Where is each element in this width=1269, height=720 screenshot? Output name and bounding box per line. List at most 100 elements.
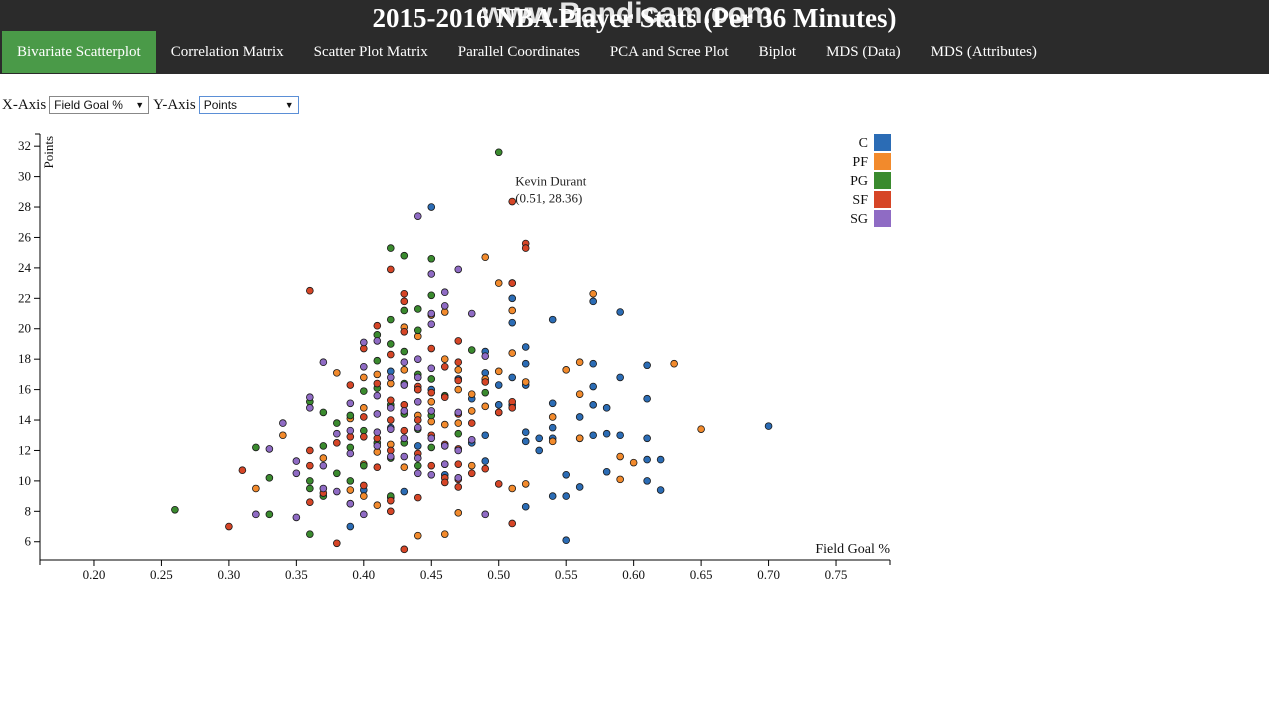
data-point-pf <box>440 355 449 363</box>
legend-label-sf: SF <box>852 193 868 208</box>
data-point-sg <box>319 461 328 470</box>
data-point-c <box>616 308 624 316</box>
data-point-pg <box>494 148 503 157</box>
data-point-pf <box>373 370 382 379</box>
data-point-pg <box>319 408 328 417</box>
data-point-sg <box>333 487 341 496</box>
tab-bivariate-scatterplot[interactable]: Bivariate Scatterplot <box>2 31 156 73</box>
tab-mds-data[interactable]: MDS (Data) <box>826 44 901 60</box>
data-point-sf <box>373 463 382 471</box>
data-point-sf <box>400 426 409 435</box>
data-point-sg <box>360 362 368 371</box>
x-tick-label: 0.50 <box>487 567 510 582</box>
data-point-c <box>656 455 665 464</box>
legend-label-c: C <box>859 136 868 151</box>
data-point-sf <box>238 466 247 475</box>
data-point-sg <box>292 513 301 522</box>
data-point-sg <box>306 404 314 412</box>
data-point-pf <box>360 492 368 500</box>
data-point-pf <box>481 402 490 411</box>
data-point-c <box>656 486 665 494</box>
data-point-pg <box>333 419 341 427</box>
data-point-pf <box>427 397 436 406</box>
data-point-c <box>562 470 570 479</box>
data-point-sf <box>467 469 476 478</box>
chart-legend: C PF PG SF SG <box>850 134 891 227</box>
data-point-pg <box>265 510 274 519</box>
data-point-pf <box>373 501 382 510</box>
tab-biplot[interactable]: Biplot <box>758 44 797 60</box>
data-point-pg <box>386 315 395 324</box>
x-axis-title: Field Goal % <box>815 542 890 557</box>
data-point-sf <box>413 416 422 424</box>
data-point-pf <box>548 413 557 421</box>
data-point-pg <box>319 442 328 450</box>
y-tick-label: 26 <box>18 229 32 244</box>
data-point-pf <box>467 390 476 398</box>
data-point-pg <box>360 461 368 470</box>
dropdown-arrow-icon: ▼ <box>284 100 294 110</box>
data-point-sg <box>427 470 436 479</box>
data-point-sg <box>386 425 395 433</box>
data-point-c <box>548 399 557 408</box>
data-point-sg <box>373 391 382 400</box>
data-point-sg <box>346 499 355 508</box>
data-point-sg <box>467 309 476 318</box>
axis-controls: X-Axis Field Goal % ▼ Y-Axis Points ▼ <box>2 96 299 114</box>
data-point-sf <box>386 396 395 405</box>
data-point-c <box>589 382 597 391</box>
y-axis-selected-value: Points <box>203 98 238 112</box>
data-point-pf <box>670 359 678 368</box>
x-tick-label: 0.35 <box>285 567 308 582</box>
data-point-sf <box>508 404 517 412</box>
data-point-c <box>575 413 584 421</box>
data-point-pg <box>427 443 436 452</box>
data-point-pf <box>360 373 368 382</box>
data-point-c <box>508 373 517 382</box>
y-axis-select[interactable]: Points ▼ <box>198 96 299 114</box>
data-point-sg <box>454 408 463 417</box>
data-point-sf <box>427 388 436 397</box>
data-point-sg <box>427 434 436 443</box>
legend-swatch-pg <box>874 172 891 189</box>
data-point-c <box>521 359 530 368</box>
data-point-sf <box>333 439 341 447</box>
data-point-sf <box>454 358 463 367</box>
tab-correlation-matrix[interactable]: Correlation Matrix <box>170 44 284 60</box>
data-point-pf <box>440 530 449 538</box>
data-point-c <box>643 394 651 403</box>
data-point-sf <box>386 416 395 424</box>
data-point-sf <box>225 522 233 531</box>
y-tick-label: 16 <box>18 382 32 397</box>
data-point-pg <box>346 477 355 485</box>
data-point-sg <box>467 436 476 444</box>
x-axis-select[interactable]: Field Goal % ▼ <box>49 96 150 114</box>
data-point-c <box>494 401 503 409</box>
tab-parallel-coordinates[interactable]: Parallel Coordinates <box>457 44 580 60</box>
data-point-sg <box>427 407 436 415</box>
data-point-c <box>413 442 422 450</box>
data-point-sf <box>346 381 355 389</box>
data-point-sf <box>494 408 503 417</box>
tab-pca-scree-plot[interactable]: PCA and Scree Plot <box>609 44 729 60</box>
data-point-pf <box>616 452 624 461</box>
y-tick-label: 22 <box>18 290 31 305</box>
data-point-c <box>589 297 597 306</box>
data-point-pf <box>467 407 476 415</box>
tab-mds-attributes[interactable]: MDS (Attributes) <box>930 44 1037 60</box>
data-point-sg <box>413 355 422 363</box>
x-tick-label: 0.65 <box>690 567 713 582</box>
data-point-pf <box>400 366 409 374</box>
data-point-sf <box>400 297 409 306</box>
data-point-pf <box>697 425 705 433</box>
data-point-c <box>589 401 597 409</box>
data-point-pg <box>171 505 179 514</box>
data-point-sf <box>333 539 341 548</box>
data-point-sg <box>292 457 301 465</box>
data-point-sg <box>413 469 422 478</box>
tab-scatter-plot-matrix[interactable]: Scatter Plot Matrix <box>313 44 428 60</box>
data-point-c <box>521 428 530 437</box>
data-point-pf <box>521 480 530 488</box>
data-point-sf <box>494 480 503 488</box>
